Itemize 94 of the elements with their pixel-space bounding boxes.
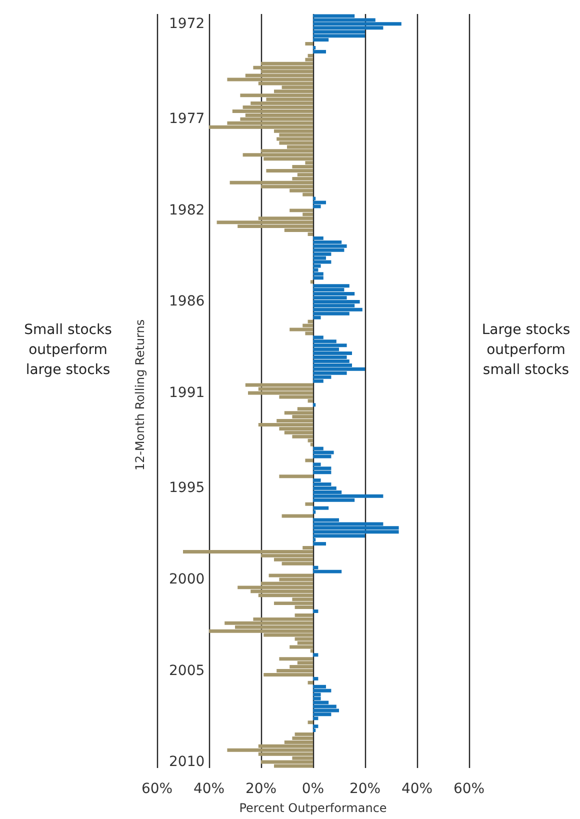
bar: [310, 280, 313, 284]
bar: [282, 514, 313, 518]
bar: [313, 466, 332, 470]
bar: [305, 42, 313, 46]
bar: [313, 300, 360, 304]
text: Small stocks outperform large stocks: [24, 322, 112, 378]
y-axis-title: 12-Month Rolling Returns: [133, 319, 147, 471]
bar: [313, 506, 329, 510]
bar: [313, 724, 318, 728]
bar: [284, 411, 313, 415]
x-tick-label: 60%: [141, 781, 173, 797]
bar: [313, 676, 318, 680]
bar: [313, 470, 332, 474]
y-tick-label: 1982: [169, 202, 205, 218]
bar: [313, 688, 332, 692]
bar: [313, 708, 339, 712]
bar: [313, 272, 324, 276]
bar: [313, 34, 365, 38]
bar: [313, 454, 332, 458]
bar: [313, 570, 342, 574]
bar: [313, 22, 402, 26]
bar: [253, 66, 313, 70]
x-tick-label: 20%: [349, 781, 381, 797]
bar: [313, 359, 350, 363]
bar: [279, 141, 313, 145]
bar: [313, 244, 347, 248]
bar: [248, 391, 313, 395]
bar: [245, 383, 313, 387]
bar: [313, 50, 326, 54]
bar: [313, 248, 344, 252]
y-tick-label: 1991: [169, 384, 205, 401]
bar: [290, 645, 313, 649]
y-tick-label: 2000: [169, 572, 205, 588]
x-tick-label: 20%: [245, 781, 277, 797]
y-tick-label: 1995: [169, 480, 205, 496]
bar: [305, 502, 313, 506]
bar: [313, 728, 316, 732]
x-tick-label: 40%: [193, 781, 225, 797]
bar: [227, 748, 313, 752]
bar: [216, 220, 313, 224]
bar: [224, 621, 313, 625]
bar: [308, 720, 313, 724]
bar: [279, 474, 313, 478]
bar: [305, 458, 313, 462]
bar: [268, 574, 313, 578]
bar: [308, 54, 313, 58]
y-tick-label: 1972: [169, 16, 205, 32]
bar: [279, 657, 313, 661]
bar: [313, 308, 362, 312]
bar: [313, 292, 355, 296]
bar: [313, 450, 334, 454]
bar: [183, 550, 313, 554]
bar: [240, 94, 313, 98]
x-tick-label: 0%: [302, 781, 324, 797]
bar: [261, 760, 313, 764]
bar: [313, 494, 384, 498]
y-tick-label: 1977: [169, 111, 205, 128]
bar: [313, 653, 318, 657]
bar: [310, 442, 313, 446]
bar: [209, 125, 313, 129]
y-tick-label: 2005: [169, 662, 205, 679]
bar: [313, 276, 324, 280]
bar: [238, 586, 313, 590]
y-tick-label: 2010: [169, 754, 205, 770]
bar: [209, 629, 313, 633]
bar: [313, 284, 350, 288]
bar: [242, 153, 313, 157]
bar: [313, 526, 399, 530]
bar: [264, 672, 313, 676]
bar: [313, 344, 347, 348]
bar: [313, 403, 316, 407]
text: Large stocks outperform small stocks: [482, 322, 570, 378]
bar: [230, 180, 313, 184]
bar: [274, 602, 313, 606]
bar: [232, 109, 313, 113]
bar: [308, 680, 313, 684]
x-tick-label: 60%: [453, 781, 485, 797]
x-tick-label: 40%: [401, 781, 433, 797]
bar: [313, 530, 399, 534]
bar: [313, 542, 326, 546]
bar: [258, 422, 313, 426]
bar: [313, 610, 318, 613]
bar: [313, 260, 332, 264]
x-axis-title: Percent Outperformance: [239, 801, 387, 815]
bar: [290, 328, 313, 332]
bar: [276, 137, 313, 141]
bar: [313, 352, 352, 356]
y-tick-label: 1986: [169, 294, 205, 310]
bar: [266, 169, 313, 172]
bar: [227, 78, 313, 82]
bar: [313, 704, 336, 708]
bar: [294, 732, 313, 736]
bar: [290, 208, 313, 212]
bar: [313, 367, 365, 371]
